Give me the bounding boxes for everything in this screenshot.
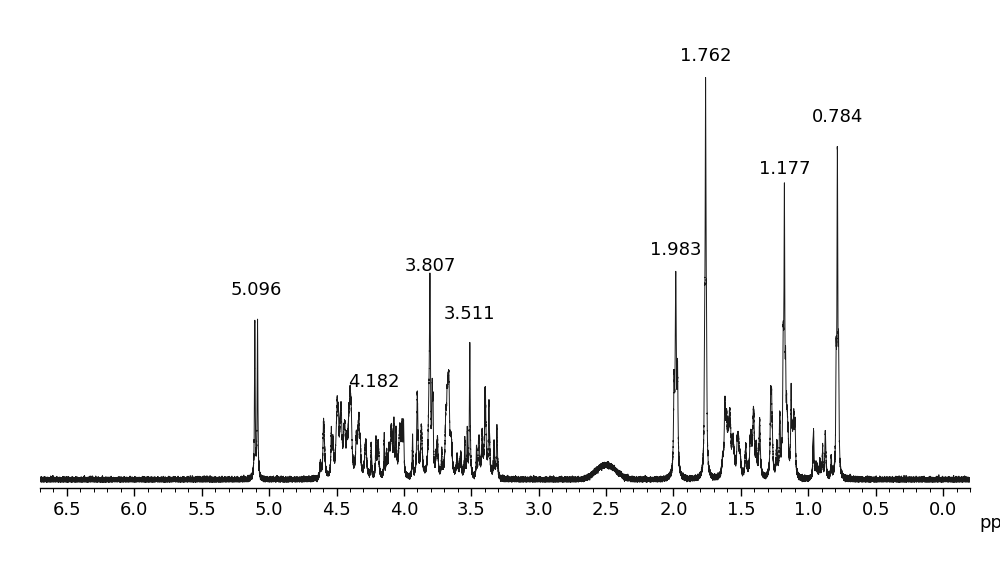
Text: ppm: ppm — [979, 514, 1000, 532]
Text: 1.762: 1.762 — [680, 48, 731, 65]
Text: 1.177: 1.177 — [759, 160, 810, 178]
Text: 0.784: 0.784 — [812, 108, 863, 126]
Text: 3.807: 3.807 — [404, 257, 456, 275]
Text: 1.983: 1.983 — [650, 241, 702, 258]
Text: 3.511: 3.511 — [444, 305, 496, 323]
Text: 4.182: 4.182 — [349, 373, 400, 391]
Text: 5.096: 5.096 — [231, 281, 282, 299]
